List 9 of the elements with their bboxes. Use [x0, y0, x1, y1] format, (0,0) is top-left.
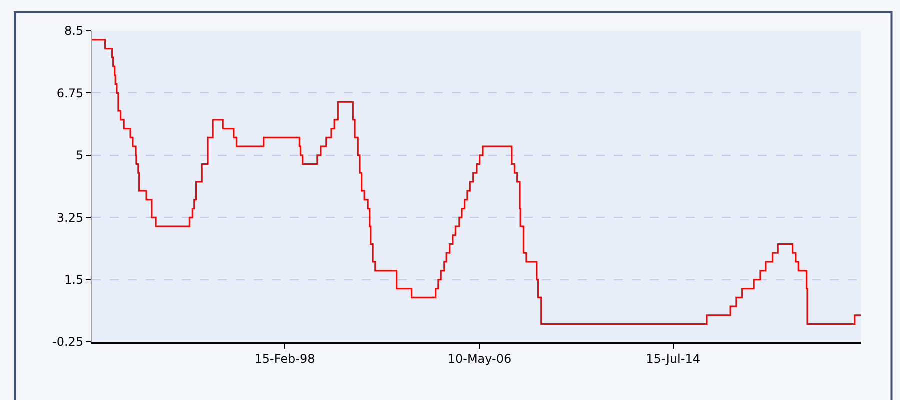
x-tick-label: 15-Feb-98 — [254, 352, 316, 366]
x-tick-label: 10-May-06 — [448, 352, 512, 366]
y-tick-label: 3.25 — [56, 210, 84, 225]
y-tick-label: 5 — [76, 148, 84, 163]
y-tick-label: -0.25 — [52, 335, 84, 350]
y-tick-label: 1.5 — [64, 273, 84, 287]
y-tick-label: 6.75 — [56, 86, 84, 100]
x-tick-label: 15-Jul-14 — [646, 352, 700, 366]
y-tick-label: 8.5 — [64, 24, 84, 38]
